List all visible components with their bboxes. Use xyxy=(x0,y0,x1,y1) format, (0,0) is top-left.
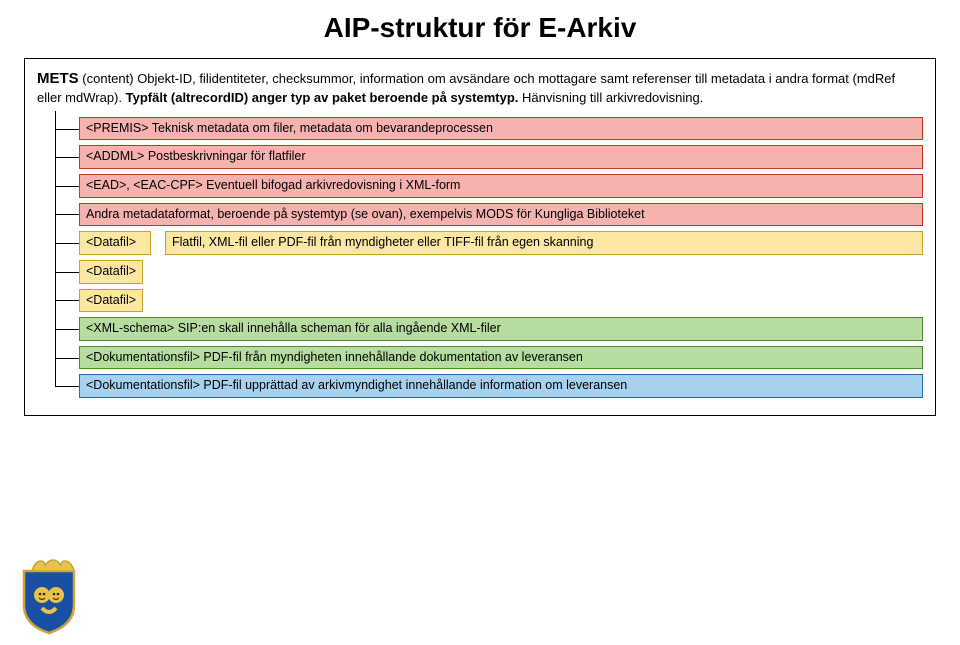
tree-vertical-line xyxy=(55,111,56,387)
tree-h-line xyxy=(55,186,79,187)
structure-row: Andra metadataformat, beroende på system… xyxy=(79,203,923,227)
structure-box: <Datafil> xyxy=(79,289,143,313)
tree-h-line xyxy=(55,300,79,301)
structure-row: <EAD>, <EAC-CPF> Eventuell bifogad arkiv… xyxy=(79,174,923,198)
structure-box: <PREMIS> Teknisk metadata om filer, meta… xyxy=(79,117,923,141)
structure-box: <Dokumentationsfil> PDF-fil från myndigh… xyxy=(79,346,923,370)
tree-h-line xyxy=(55,129,79,130)
structure-row: <ADDML> Postbeskrivningar för flatfiler xyxy=(79,145,923,169)
structure-box: <XML-schema> SIP:en skall innehålla sche… xyxy=(79,317,923,341)
datafile-label-box: <Datafil> xyxy=(79,231,151,255)
tree-h-line xyxy=(55,329,79,330)
structure-box: Andra metadataformat, beroende på system… xyxy=(79,203,923,227)
structure-row: <Dokumentationsfil> PDF-fil upprättad av… xyxy=(79,374,923,398)
tree-h-line xyxy=(55,214,79,215)
structure-box: <Datafil> xyxy=(79,260,143,284)
coat-of-arms-icon xyxy=(14,553,84,635)
mets-tail: Hänvisning till arkivredovisning. xyxy=(518,90,703,105)
tree-h-line xyxy=(55,272,79,273)
tree-h-line xyxy=(55,386,79,387)
structure-row: <Datafil> Flatfil, XML-fil eller PDF-fil … xyxy=(79,231,923,255)
mets-description: METS (content) Objekt-ID, filidentiteter… xyxy=(37,69,923,107)
mets-bold2: Typfält (altrecordID) anger typ av paket… xyxy=(126,90,519,105)
structure-box: <EAD>, <EAC-CPF> Eventuell bifogad arkiv… xyxy=(79,174,923,198)
structure-row: <XML-schema> SIP:en skall innehålla sche… xyxy=(79,317,923,341)
structure-row: <PREMIS> Teknisk metadata om filer, meta… xyxy=(79,117,923,141)
mets-lead: METS xyxy=(37,70,79,87)
structure-row: <Dokumentationsfil> PDF-fil från myndigh… xyxy=(79,346,923,370)
nested-rows: <PREMIS> Teknisk metadata om filer, meta… xyxy=(79,117,923,398)
structure-row: <Datafil> xyxy=(79,289,923,313)
page-title: AIP-struktur för E-Arkiv xyxy=(24,12,936,44)
tree-h-line xyxy=(55,243,79,244)
structure-row: <Datafil> xyxy=(79,260,923,284)
tree-h-line xyxy=(55,358,79,359)
structure-box: <Dokumentationsfil> PDF-fil upprättad av… xyxy=(79,374,923,398)
aip-outer-box: METS (content) Objekt-ID, filidentiteter… xyxy=(24,58,936,416)
datafile-desc-box: Flatfil, XML-fil eller PDF-fil från mynd… xyxy=(165,231,923,255)
structure-box: <ADDML> Postbeskrivningar för flatfiler xyxy=(79,145,923,169)
tree-h-line xyxy=(55,157,79,158)
